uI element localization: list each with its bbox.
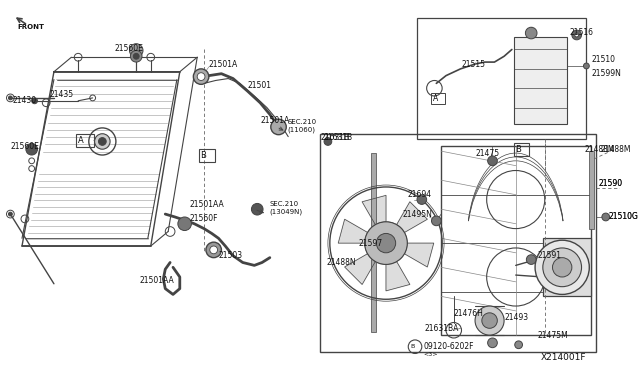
Circle shape (526, 255, 536, 264)
Circle shape (131, 51, 142, 62)
Text: 21515: 21515 (461, 60, 486, 68)
Bar (589, 151, 594, 229)
Text: 21590: 21590 (599, 179, 623, 187)
Text: 21501AA: 21501AA (189, 200, 224, 209)
Circle shape (475, 306, 504, 335)
Circle shape (26, 143, 38, 155)
Bar (417, 17, 586, 138)
Circle shape (178, 217, 191, 231)
Circle shape (376, 234, 396, 253)
Text: 09120-6202F: 09120-6202F (424, 342, 474, 351)
Text: SEC.210: SEC.210 (270, 201, 299, 208)
Bar (199, 149, 214, 162)
Bar (441, 146, 591, 335)
Text: X214001F: X214001F (541, 353, 586, 362)
Circle shape (206, 242, 221, 258)
Circle shape (99, 138, 106, 145)
Polygon shape (386, 262, 410, 291)
Text: 21495N: 21495N (403, 209, 433, 219)
Text: 21631B: 21631B (323, 133, 352, 142)
Text: 21590: 21590 (599, 179, 623, 187)
Circle shape (8, 96, 12, 100)
Circle shape (8, 212, 12, 216)
Circle shape (431, 216, 441, 226)
Text: 21516: 21516 (570, 28, 594, 36)
Polygon shape (362, 195, 386, 225)
Text: 21475M: 21475M (538, 331, 569, 340)
Circle shape (271, 119, 286, 135)
Text: 21501: 21501 (248, 81, 271, 90)
Circle shape (324, 138, 332, 145)
Text: 21631BA: 21631BA (425, 324, 459, 333)
Text: 21503: 21503 (218, 251, 243, 260)
Circle shape (572, 30, 582, 40)
Text: 21430: 21430 (12, 96, 36, 105)
Circle shape (365, 222, 407, 264)
Polygon shape (397, 202, 428, 232)
Text: 21493: 21493 (504, 313, 528, 322)
Text: B: B (410, 344, 414, 349)
Circle shape (252, 203, 263, 215)
Text: 21488M: 21488M (584, 145, 615, 154)
Bar (431, 93, 445, 104)
Text: 21501A: 21501A (209, 60, 238, 68)
Text: A: A (433, 94, 438, 103)
Text: B: B (200, 151, 206, 160)
Circle shape (552, 258, 572, 277)
Text: 21501AA: 21501AA (139, 276, 174, 285)
Circle shape (95, 134, 110, 149)
Text: 21560F: 21560F (189, 214, 218, 224)
Text: 21599N: 21599N (591, 69, 621, 78)
Circle shape (543, 248, 582, 287)
Bar (371, 153, 376, 332)
Bar (543, 238, 591, 296)
Circle shape (31, 98, 38, 104)
Text: 21488N: 21488N (327, 258, 356, 267)
Text: 21501A: 21501A (260, 116, 289, 125)
Circle shape (515, 341, 522, 349)
Text: 21510: 21510 (591, 55, 615, 64)
Text: 21694: 21694 (407, 190, 431, 199)
Text: SEC.210: SEC.210 (287, 119, 316, 125)
Text: 21476H: 21476H (454, 309, 484, 318)
Text: (11060): (11060) (287, 126, 316, 133)
Text: 21488M: 21488M (601, 145, 632, 154)
Bar (514, 37, 567, 124)
Text: A: A (78, 136, 84, 145)
Polygon shape (339, 219, 367, 243)
Text: 21510G: 21510G (609, 212, 639, 221)
Text: 21435: 21435 (49, 90, 73, 99)
Circle shape (488, 156, 497, 166)
Text: 21560E: 21560E (115, 44, 144, 53)
Circle shape (584, 63, 589, 69)
Circle shape (197, 73, 205, 80)
Text: 21510G: 21510G (609, 212, 639, 221)
Text: 21597: 21597 (359, 238, 383, 248)
Circle shape (193, 69, 209, 84)
Text: B: B (515, 145, 520, 154)
Text: 21475: 21475 (475, 148, 499, 158)
Circle shape (482, 313, 497, 328)
Circle shape (602, 213, 610, 221)
Circle shape (365, 222, 407, 264)
Circle shape (129, 44, 143, 57)
Polygon shape (345, 254, 375, 285)
Circle shape (133, 53, 139, 59)
Bar (76, 134, 93, 147)
Bar (320, 134, 596, 352)
Circle shape (575, 33, 579, 37)
Text: 21631B: 21631B (320, 133, 349, 142)
Circle shape (210, 246, 218, 254)
Bar (514, 143, 529, 156)
Circle shape (488, 338, 497, 348)
Circle shape (417, 195, 427, 204)
Text: <3>: <3> (424, 352, 438, 357)
Text: 21591: 21591 (538, 251, 562, 260)
Text: (13049N): (13049N) (270, 209, 303, 215)
Text: 21560E: 21560E (10, 142, 39, 151)
Text: FRONT: FRONT (17, 24, 44, 30)
Circle shape (535, 240, 589, 294)
Polygon shape (404, 243, 434, 267)
Circle shape (525, 27, 537, 39)
